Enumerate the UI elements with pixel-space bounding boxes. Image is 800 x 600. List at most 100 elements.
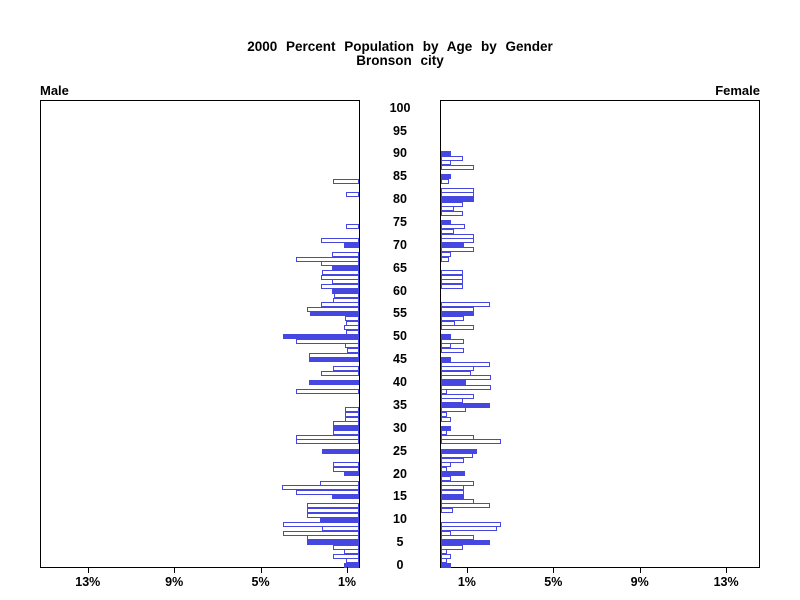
female-age-23-bar	[441, 457, 464, 463]
female-age-42-bar	[441, 370, 472, 376]
male-age-47-bar	[347, 347, 359, 353]
male-age-33-bar	[344, 411, 359, 417]
female-age-22-bar	[441, 462, 451, 468]
age-tick-label-50: 50	[393, 329, 407, 344]
female-age-90-bar	[441, 151, 451, 157]
male-age-32-bar	[344, 416, 359, 422]
female-age-56-bar	[441, 306, 475, 312]
age-tick-label-10: 10	[393, 512, 407, 527]
male-age-0-bar	[343, 562, 359, 568]
female-age-64-bar	[441, 270, 463, 276]
female-age-45-bar	[441, 357, 451, 363]
female-age-2-bar	[441, 553, 451, 559]
left-tick-label-13pct: 13%	[75, 575, 101, 589]
female-age-9-bar	[441, 521, 502, 527]
female-age-77-bar	[441, 210, 463, 216]
male-age-68-bar	[332, 251, 359, 257]
male-age-60-bar	[332, 288, 359, 294]
male-age-46-bar	[309, 352, 359, 358]
female-age-40-bar	[441, 379, 466, 385]
male-age-38-bar	[296, 389, 359, 395]
female-age-85-bar	[441, 174, 451, 180]
female-age-8-bar	[441, 526, 498, 532]
female-age-63-bar	[441, 274, 463, 280]
female-age-75-bar	[441, 219, 451, 225]
male-age-59-bar	[334, 293, 359, 299]
female-age-52-bar	[441, 325, 475, 331]
chart-title-line1: 2000 Percent Population by Age by Gender	[247, 39, 553, 54]
right-tick-label-1pct: 1%	[457, 575, 476, 589]
male-age-55-bar	[310, 311, 359, 317]
male-age-40-bar	[309, 379, 359, 385]
age-tick-label-80: 80	[393, 192, 407, 207]
age-tick-label-85: 85	[393, 169, 407, 184]
female-age-38-bar	[441, 389, 448, 395]
female-age-35-bar	[441, 402, 490, 408]
male-age-2-bar	[333, 553, 359, 559]
left-tick-label-9pct: 9%	[165, 575, 184, 589]
female-age-47-bar	[441, 347, 464, 353]
female-age-33-bar	[441, 411, 448, 417]
female-age-61-bar	[441, 283, 463, 289]
male-age-62-bar	[332, 279, 359, 285]
left-tick-13pct	[87, 567, 89, 573]
age-tick-label-15: 15	[393, 489, 407, 504]
male-age-18-bar	[320, 480, 359, 486]
female-age-81-bar	[441, 192, 475, 198]
female-age-27-bar	[441, 439, 502, 445]
age-tick-label-75: 75	[393, 215, 407, 230]
female-age-71-bar	[441, 238, 475, 244]
male-age-31-bar	[333, 421, 359, 427]
male-age-10-bar	[320, 517, 359, 523]
male-age-13-bar	[307, 503, 359, 509]
male-age-42-bar	[321, 370, 359, 376]
male-age-67-bar	[296, 256, 359, 262]
female-age-37-bar	[441, 393, 475, 399]
age-tick-label-40: 40	[393, 375, 407, 390]
male-age-53-bar	[346, 320, 359, 326]
right-tick-label-13pct: 13%	[713, 575, 739, 589]
male-age-61-bar	[321, 283, 359, 289]
age-tick-label-45: 45	[393, 352, 407, 367]
male-age-58-bar	[333, 297, 359, 303]
male-age-12-bar	[307, 508, 359, 514]
male-age-17-bar	[282, 485, 359, 491]
left-tick-5pct	[260, 567, 262, 573]
right-tick-label-5pct: 5%	[544, 575, 563, 589]
male-age-51-bar	[346, 329, 359, 335]
male-age-11-bar	[307, 512, 359, 518]
male-age-49-bar	[296, 338, 359, 344]
left-tick-label-1pct: 1%	[337, 575, 357, 589]
female-age-79-bar	[441, 201, 463, 207]
male-age-50-bar	[283, 334, 359, 340]
age-tick-label-30: 30	[393, 420, 407, 435]
male-age-71-bar	[321, 238, 359, 244]
male-age-63-bar	[321, 274, 359, 280]
male-age-74-bar	[346, 224, 359, 230]
female-age-88-bar	[441, 160, 451, 166]
male-age-21-bar	[333, 466, 359, 472]
female-age-12-bar	[441, 508, 453, 514]
male-age-30-bar	[333, 425, 359, 431]
female-age-54-bar	[441, 315, 464, 321]
female-age-25-bar	[441, 448, 477, 454]
female-age-57-bar	[441, 302, 490, 308]
female-age-74-bar	[441, 224, 465, 230]
male-age-5-bar	[307, 540, 359, 546]
female-age-13-bar	[441, 503, 490, 509]
female-age-3-bar	[441, 549, 448, 555]
female-age-19-bar	[441, 476, 451, 481]
age-tick-label-70: 70	[393, 237, 407, 252]
female-age-49-bar	[441, 338, 464, 344]
age-tick-label-20: 20	[393, 466, 407, 481]
female-age-39-bar	[441, 384, 491, 390]
female-age-34-bar	[441, 407, 466, 413]
left-tick-label-5pct: 5%	[251, 575, 270, 589]
left-tick-1pct	[347, 567, 348, 573]
age-tick-label-25: 25	[393, 443, 407, 458]
female-age-32-bar	[441, 416, 451, 422]
female-age-62-bar	[441, 279, 463, 285]
female-age-48-bar	[441, 343, 451, 349]
female-age-72-bar	[441, 233, 475, 239]
male-age-16-bar	[296, 489, 359, 495]
